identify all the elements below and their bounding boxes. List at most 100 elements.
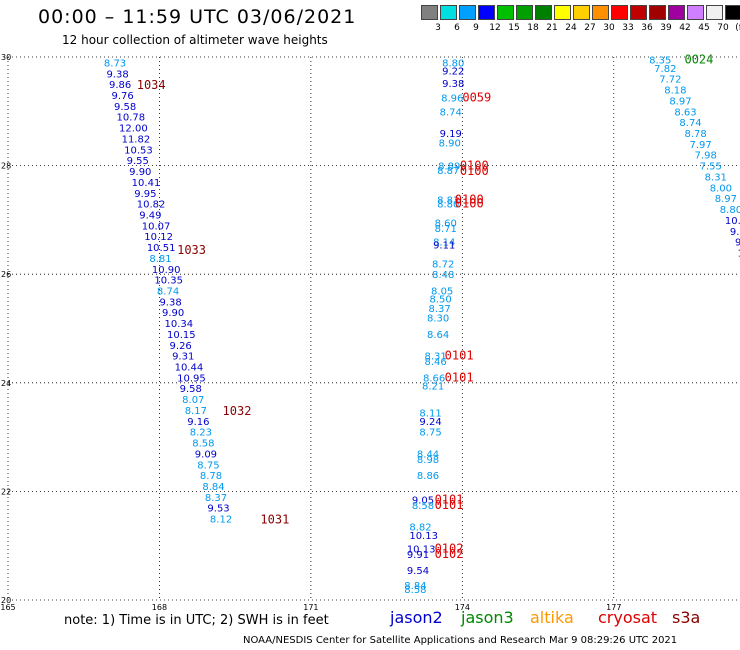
- scale-label: 15: [508, 23, 520, 33]
- scale-label: 42: [679, 23, 691, 33]
- swh-value-label: 8.58: [404, 585, 426, 596]
- legend-s3a: s3a: [672, 608, 701, 627]
- swh-value-label: 8.50: [430, 295, 452, 306]
- swh-value-label: 8.17: [185, 406, 207, 417]
- swh-value-label: 8.78: [200, 471, 222, 482]
- swh-value-label: 8.84: [202, 482, 224, 493]
- swh-value-label: 10.41: [132, 178, 161, 189]
- swh-value-label: 8.00: [710, 183, 732, 194]
- swh-value-label: 8.07: [182, 395, 204, 406]
- swh-value-label: 9.31: [172, 352, 194, 363]
- swh-value-label: 9.90: [162, 308, 184, 319]
- x-tick-label: 177: [606, 603, 621, 612]
- swh-value-label: 8.81: [149, 254, 171, 265]
- swh-value-label: 8.23: [190, 428, 212, 439]
- swh-value-label: 10.90: [152, 265, 181, 276]
- swh-value-label: 7.82: [654, 64, 676, 75]
- swh-value-label: 8.74: [679, 118, 701, 129]
- swh-value-label: 8.80: [437, 200, 459, 211]
- scale-swatch: [573, 5, 590, 20]
- swh-value-label: 9.24: [419, 417, 441, 428]
- swh-value-label: 9.38: [106, 69, 128, 80]
- swh-value-label: 8.97: [669, 96, 691, 107]
- swh-value-label: 10.53: [124, 145, 153, 156]
- scale-label: 33: [622, 23, 634, 33]
- time-label: 0101: [435, 493, 464, 507]
- scale-label: 18: [527, 23, 539, 33]
- swh-value-label: 8.58: [192, 439, 214, 450]
- swh-value-label: 9.58: [180, 384, 202, 395]
- scale-label: 3: [435, 23, 441, 33]
- x-tick-label: 174: [455, 603, 470, 612]
- swh-value-label: 9.86: [109, 80, 131, 91]
- scale-label: 9: [473, 23, 479, 33]
- x-tick-label: 165: [0, 603, 15, 612]
- legend-cryosat: cryosat: [598, 608, 658, 627]
- swh-value-label: 8.31: [705, 172, 727, 183]
- swh-value-label: 9.19: [440, 129, 462, 140]
- swh-value-label: 8.58: [412, 501, 434, 512]
- swh-value-label: 9.05: [412, 496, 434, 507]
- time-label: 0100: [455, 197, 484, 211]
- swh-value-label: 8.60: [435, 219, 457, 230]
- swh-value-label: 8.12: [210, 515, 232, 526]
- scale-label: 39: [660, 23, 672, 33]
- swh-value-label: 8.80: [720, 205, 740, 216]
- scale-swatch: [421, 5, 438, 20]
- time-label: 0101: [445, 370, 474, 384]
- y-tick-label: 30: [1, 53, 11, 62]
- swh-value-label: 7.97: [690, 140, 712, 151]
- swh-value-label: 7.72: [659, 75, 681, 86]
- y-tick-label: 24: [1, 379, 11, 388]
- swh-value-label: 7.98: [695, 151, 717, 162]
- swh-value-label: 11.82: [122, 134, 151, 145]
- scale-swatch: [440, 5, 457, 20]
- swh-value-label: 8.75: [197, 460, 219, 471]
- swh-value-label: 10.15: [167, 330, 196, 341]
- swh-value-label: 8.21: [422, 382, 444, 393]
- swh-value-label: 10.95: [177, 373, 206, 384]
- time-label: 0102: [435, 541, 464, 555]
- time-label: 0059: [462, 91, 491, 105]
- swh-value-label: 9.95: [134, 189, 156, 200]
- swh-value-label: 8.89: [438, 162, 460, 173]
- time-label: 1032: [223, 404, 252, 418]
- scale-swatch: [649, 5, 666, 20]
- swh-value-label: 8.37: [205, 493, 227, 504]
- swh-value-label: 8.98: [417, 455, 439, 466]
- legend-altika: altika: [530, 608, 574, 627]
- swh-value-label: 9.55: [127, 156, 149, 167]
- swh-value-label: 10.44: [175, 363, 204, 374]
- swh-value-label: 8.96: [441, 94, 463, 105]
- swh-value-label: 9.28: [735, 238, 740, 249]
- scale-swatch: [535, 5, 552, 20]
- swh-value-label: 10.01: [725, 216, 740, 227]
- scale-label: (ft): [735, 23, 740, 33]
- page-title: 00:00 – 11:59 UTC 03/06/2021: [38, 6, 357, 28]
- swh-value-label: 8.63: [674, 107, 696, 118]
- legend-jason2: jason2: [390, 608, 443, 627]
- swh-value-label: 9.53: [207, 504, 229, 515]
- scale-label: 12: [489, 23, 501, 33]
- swh-value-label: 8.78: [684, 129, 706, 140]
- swh-value-label: 9.91: [407, 550, 429, 561]
- scale-swatch: [516, 5, 533, 20]
- scale-swatch: [706, 5, 723, 20]
- swh-value-label: 8.48: [432, 270, 454, 281]
- time-label: 1034: [137, 78, 166, 92]
- swh-value-label: 10.2: [737, 248, 740, 259]
- time-label: 0101: [445, 349, 474, 363]
- scale-label: 45: [698, 23, 710, 33]
- swh-value-label: 12.00: [119, 124, 148, 135]
- swh-value-label: 8.74: [157, 286, 179, 297]
- swh-value-label: 8.84: [404, 581, 426, 592]
- legend-jason3: jason3: [461, 608, 514, 627]
- swh-value-label: 9.58: [114, 102, 136, 113]
- y-tick-label: 22: [1, 487, 11, 496]
- swh-value-label: 9.09: [195, 449, 217, 460]
- swh-value-label: 10.82: [137, 200, 166, 211]
- time-label: 0100: [460, 159, 489, 173]
- scale-swatch: [630, 5, 647, 20]
- scale-swatch: [459, 5, 476, 20]
